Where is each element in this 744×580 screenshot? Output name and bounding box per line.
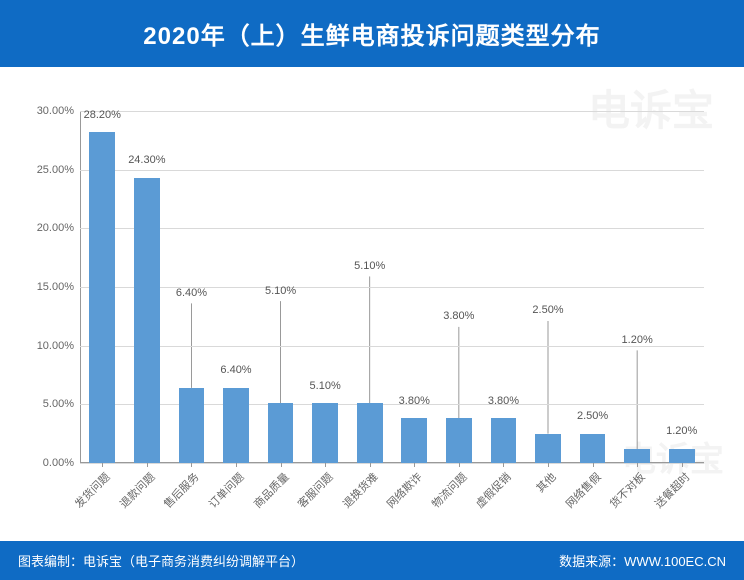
x-tick-label: 售后服务 xyxy=(160,469,202,511)
value-label: 3.80% xyxy=(399,395,430,407)
bar xyxy=(401,418,427,463)
gridline xyxy=(80,404,704,405)
bar xyxy=(491,418,517,463)
y-tick-label: 25.00% xyxy=(22,164,74,176)
x-tick xyxy=(459,463,460,467)
x-tick-label: 商品质量 xyxy=(249,469,291,511)
x-tick xyxy=(102,463,103,467)
x-tick xyxy=(281,463,282,467)
x-tick xyxy=(191,463,192,467)
y-tick-label: 30.00% xyxy=(22,105,74,117)
x-tick-label: 货不对板 xyxy=(606,469,648,511)
value-label: 1.20% xyxy=(622,334,653,346)
x-tick xyxy=(414,463,415,467)
y-tick-label: 15.00% xyxy=(22,281,74,293)
x-tick-label: 退款问题 xyxy=(116,469,158,511)
bar xyxy=(89,132,115,463)
bar xyxy=(268,403,294,463)
value-label: 6.40% xyxy=(220,364,251,376)
x-tick-label: 发货问题 xyxy=(71,469,113,511)
x-tick xyxy=(637,463,638,467)
bar xyxy=(357,403,383,463)
x-tick-label: 其他 xyxy=(532,469,559,496)
plot-area: 0.00%5.00%10.00%15.00%20.00%25.00%30.00%… xyxy=(80,111,704,463)
value-label: 2.50% xyxy=(577,410,608,422)
chart-area: 电诉宝 电诉宝 0.00%5.00%10.00%15.00%20.00%25.0… xyxy=(0,67,744,541)
value-label: 3.80% xyxy=(488,395,519,407)
x-tick xyxy=(593,463,594,467)
value-label: 2.50% xyxy=(532,304,563,316)
x-tick xyxy=(682,463,683,467)
x-tick xyxy=(503,463,504,467)
gridline xyxy=(80,228,704,229)
value-label: 3.80% xyxy=(443,310,474,322)
value-label: 24.30% xyxy=(128,154,165,166)
bar xyxy=(669,449,695,463)
x-tick-label: 网络欺诈 xyxy=(383,469,425,511)
gridline xyxy=(80,463,704,464)
footer-left: 图表编制：电诉宝（电子商务消费纠纷调解平台） xyxy=(18,551,304,570)
x-tick xyxy=(147,463,148,467)
x-tick-label: 物流问题 xyxy=(428,469,470,511)
x-tick-label: 网络售假 xyxy=(561,469,603,511)
value-label: 1.20% xyxy=(666,425,697,437)
chart: 0.00% 5.00% 10.00% 15.00% 20.00% 25.00% 30.00%… xyxy=(20,91,714,533)
gridline xyxy=(80,346,704,347)
bar xyxy=(223,388,249,463)
value-label: 28.20% xyxy=(84,109,121,121)
y-tick-label: 10.00% xyxy=(22,340,74,352)
chart-frame: 2020年（上）生鲜电商投诉问题类型分布 电诉宝 电诉宝 0.00%5.00%1… xyxy=(0,0,744,580)
value-label: 5.10% xyxy=(310,380,341,392)
bar xyxy=(446,418,472,463)
y-tick-label: 0.00% xyxy=(22,457,74,469)
bar xyxy=(134,178,160,463)
x-tick-label: 虚假促销 xyxy=(472,469,514,511)
value-label: 6.40% xyxy=(176,287,207,299)
value-label: 5.10% xyxy=(354,260,385,272)
value-label: 5.10% xyxy=(265,285,296,297)
bar xyxy=(312,403,338,463)
x-tick-label: 订单问题 xyxy=(205,469,247,511)
x-tick xyxy=(370,463,371,467)
footer-right: 数据来源：WWW.100EC.CN xyxy=(559,551,726,570)
footer-bar: 图表编制：电诉宝（电子商务消费纠纷调解平台） 数据来源：WWW.100EC.CN xyxy=(0,541,744,580)
bar xyxy=(624,449,650,463)
bar xyxy=(580,434,606,463)
gridline xyxy=(80,287,704,288)
x-tick xyxy=(548,463,549,467)
gridline xyxy=(80,170,704,171)
x-tick xyxy=(325,463,326,467)
x-tick-label: 退换货难 xyxy=(339,469,381,511)
chart-title: 2020年（上）生鲜电商投诉问题类型分布 xyxy=(0,0,744,67)
y-tick-label: 20.00% xyxy=(22,222,74,234)
x-tick xyxy=(236,463,237,467)
bar xyxy=(179,388,205,463)
y-tick-label: 5.00% xyxy=(22,398,74,410)
gridline xyxy=(80,111,704,112)
x-tick-label: 送餐超时 xyxy=(651,469,693,511)
x-tick-label: 客服问题 xyxy=(294,469,336,511)
bar xyxy=(535,434,561,463)
